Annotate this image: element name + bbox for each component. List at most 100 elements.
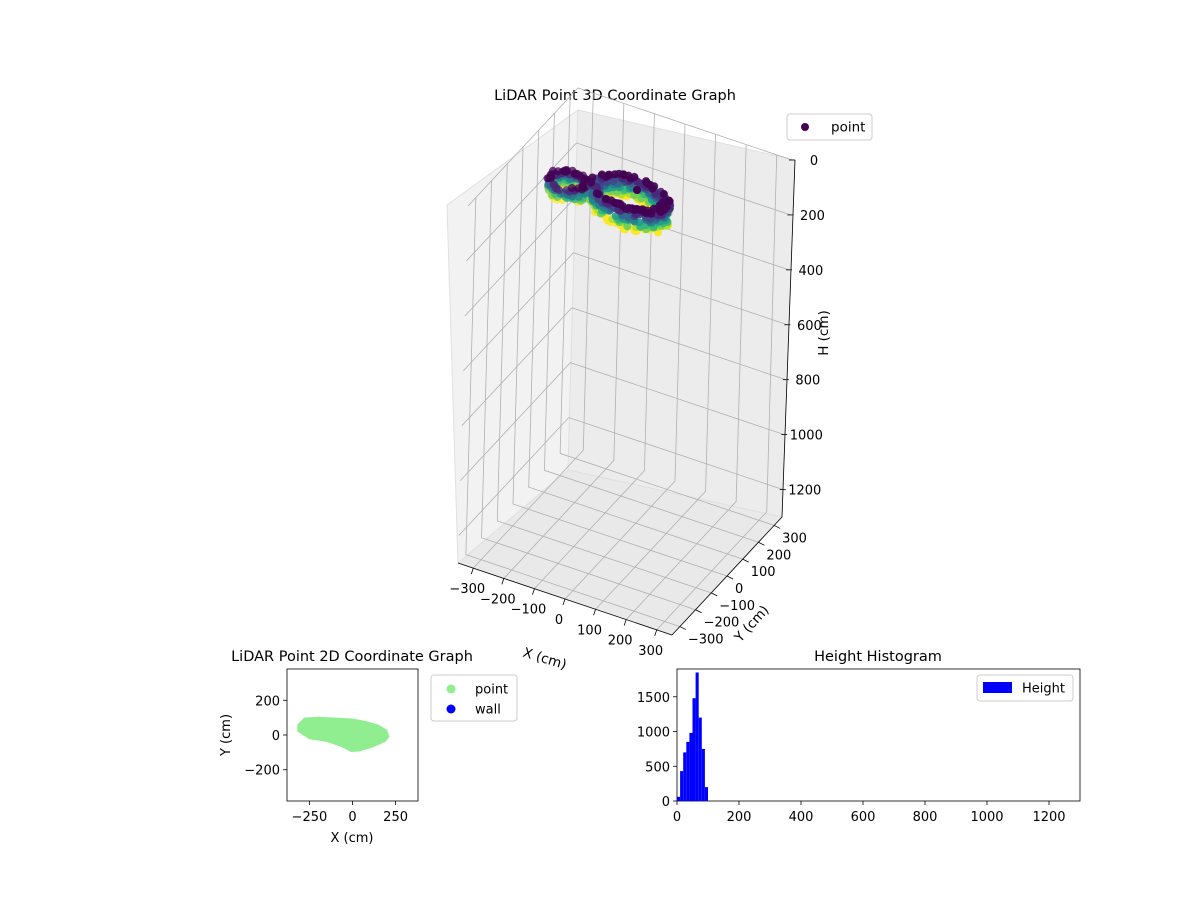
legend-2d-wall-label: wall bbox=[475, 703, 501, 718]
grid-line-y bbox=[465, 197, 680, 627]
y-tick-label-hist: 1500 bbox=[637, 691, 670, 706]
grid-line-h bbox=[467, 87, 793, 207]
x-tick-label-hist: 600 bbox=[851, 810, 876, 825]
x-tick-label-3d: 0 bbox=[555, 613, 563, 628]
z-tick-label-3d: 200 bbox=[800, 209, 825, 224]
grid-line-x bbox=[564, 123, 686, 600]
point-3d bbox=[635, 179, 644, 188]
grid-line-y bbox=[496, 163, 712, 594]
x-tick-label-3d: 300 bbox=[638, 644, 663, 659]
y-tick-label-3d: 300 bbox=[782, 531, 807, 546]
y-tick-3d bbox=[679, 626, 687, 630]
x-tick-3d bbox=[501, 578, 505, 585]
z-tick-label-3d: 0 bbox=[810, 154, 818, 169]
legend-histogram-swatch bbox=[983, 682, 1012, 693]
point-3d bbox=[633, 186, 641, 194]
legend-2d-wall-marker bbox=[446, 704, 456, 714]
point-cloud-2d bbox=[297, 716, 390, 752]
grid-line-y bbox=[544, 113, 759, 543]
point-3d bbox=[598, 170, 606, 179]
point-3d bbox=[570, 169, 579, 178]
grid-line-y bbox=[512, 146, 728, 577]
grid-line-y bbox=[481, 180, 696, 611]
histogram-bar bbox=[689, 732, 693, 801]
x-tick-label-3d: −100 bbox=[511, 603, 547, 618]
y-tick-label-2d: −200 bbox=[244, 764, 280, 779]
point-cluster-3d bbox=[586, 169, 675, 237]
y-tick-label-3d: −300 bbox=[688, 633, 724, 648]
y-tick-label-3d: −200 bbox=[704, 616, 740, 631]
y-tick-label-2d: 0 bbox=[272, 729, 280, 744]
x-tick-label-hist: 1000 bbox=[970, 810, 1003, 825]
grid-line-h bbox=[466, 142, 791, 262]
point-3d bbox=[547, 173, 556, 182]
histogram-bar bbox=[683, 752, 687, 801]
y-tick-label-3d: −100 bbox=[719, 599, 755, 614]
legend-histogram-frame bbox=[976, 674, 1074, 702]
histogram-ticks: 0 200 400 600 800 1000 1200 0 500 1000 1500 bbox=[637, 691, 1066, 825]
grid-line-x bbox=[595, 134, 716, 610]
z-tick-label-3d: 400 bbox=[799, 264, 824, 279]
point-3d bbox=[648, 184, 657, 193]
x-axis-label-2d: X (cm) bbox=[331, 831, 374, 846]
legend-3d: point bbox=[786, 113, 873, 141]
x-tick-3d bbox=[593, 609, 596, 616]
points-3d bbox=[543, 165, 675, 237]
y-tick-label-hist: 0 bbox=[662, 795, 670, 810]
x-tick-label-3d: 100 bbox=[577, 623, 602, 638]
grid-line-x bbox=[656, 154, 778, 631]
legend-2d-point-marker bbox=[446, 684, 456, 694]
x-tick-label-hist: 0 bbox=[673, 810, 681, 825]
y-tick-3d bbox=[695, 609, 702, 614]
histogram-title: Height Histogram bbox=[814, 649, 942, 665]
point-3d bbox=[578, 181, 587, 190]
legend-3d-marker bbox=[801, 123, 809, 131]
x-tick-label-3d: −200 bbox=[480, 592, 516, 607]
legend-2d: point wall bbox=[430, 674, 518, 722]
point-3d bbox=[623, 222, 632, 231]
point-3d bbox=[587, 178, 596, 187]
histogram-bars bbox=[677, 672, 708, 801]
y-tick-3d bbox=[726, 575, 734, 580]
z-axis-line bbox=[781, 159, 796, 518]
z-tick-label-3d: 1000 bbox=[790, 429, 823, 444]
x-tick-label-2d: 0 bbox=[348, 810, 356, 825]
chart-histogram: Height Histogram 0 200 400 600 800 1000 1200 0 5… bbox=[637, 649, 1081, 825]
point-3d bbox=[643, 206, 652, 215]
x-tick-3d bbox=[562, 598, 566, 606]
legend-histogram: Height bbox=[976, 674, 1074, 702]
x-tick-label-2d: −250 bbox=[292, 810, 328, 825]
y-tick-label-hist: 1000 bbox=[637, 726, 670, 741]
x-tick-label-3d: −300 bbox=[449, 582, 485, 597]
chart-2d: LiDAR Point 2D Coordinate Graph −250 0 250… bbox=[219, 649, 518, 846]
point-cluster-3d bbox=[543, 165, 594, 206]
x-tick-3d bbox=[532, 588, 535, 595]
histogram-bar bbox=[695, 672, 699, 801]
chart-3d-title: LiDAR Point 3D Coordinate Graph bbox=[494, 88, 736, 104]
z-axis-label-3d: H (cm) bbox=[816, 310, 832, 356]
y-tick-label-3d: 0 bbox=[735, 582, 743, 597]
point-3d bbox=[552, 184, 561, 193]
y-tick-label-2d: 200 bbox=[255, 694, 280, 709]
x-tick-label-2d: 250 bbox=[383, 810, 408, 825]
x-axis-label-3d: X (cm) bbox=[521, 645, 568, 673]
x-tick-label-3d: 200 bbox=[608, 634, 633, 649]
x-tick-label-hist: 1200 bbox=[1032, 810, 1065, 825]
point-3d bbox=[601, 195, 610, 203]
y-tick-3d bbox=[773, 525, 781, 529]
x-tick-label-hist: 200 bbox=[727, 810, 752, 825]
grid-line-y bbox=[528, 130, 743, 560]
point-3d bbox=[554, 167, 562, 176]
grid-line-x bbox=[472, 93, 594, 569]
ticks-3d: −300−200−1000100200300−300−200−100010020… bbox=[449, 154, 824, 659]
grid-line-h bbox=[460, 362, 785, 481]
histogram-bar bbox=[701, 748, 705, 801]
y-tick-3d bbox=[711, 592, 718, 597]
histogram-bar bbox=[704, 787, 708, 801]
histogram-bar bbox=[686, 741, 690, 801]
y-tick-label-3d: 100 bbox=[751, 565, 776, 580]
x-tick-3d bbox=[654, 629, 658, 636]
z-tick-label-3d: 1200 bbox=[788, 484, 821, 499]
y-tick-3d bbox=[742, 558, 749, 563]
